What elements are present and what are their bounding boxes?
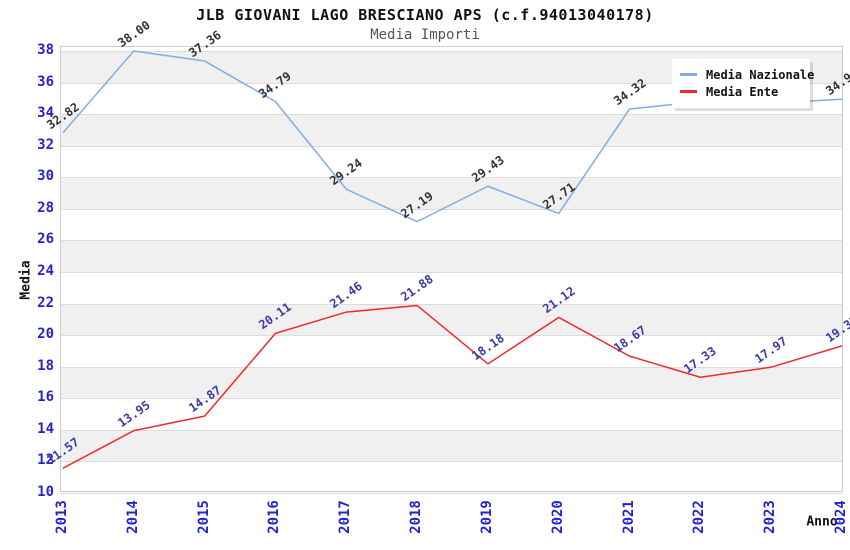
legend-label: Media Ente bbox=[706, 84, 779, 99]
plot-band bbox=[61, 366, 842, 399]
gridline bbox=[61, 493, 842, 494]
x-tick-label: 2022 bbox=[691, 500, 708, 534]
x-tick-label: 2017 bbox=[337, 500, 354, 534]
y-tick-label: 22 bbox=[37, 294, 54, 311]
legend: Media Nazionale Media Ente bbox=[672, 59, 814, 108]
x-axis-title: Anno bbox=[806, 514, 838, 530]
plot-band bbox=[61, 240, 842, 272]
gridline bbox=[61, 429, 842, 431]
y-tick-label: 24 bbox=[37, 262, 54, 279]
x-tick-label: 2020 bbox=[549, 500, 566, 534]
gridline bbox=[61, 398, 842, 400]
gridline bbox=[61, 208, 842, 210]
x-tick-label: 2023 bbox=[762, 500, 779, 534]
y-tick-label: 28 bbox=[37, 199, 54, 216]
y-tick-label: 32 bbox=[37, 136, 54, 153]
y-tick-label: 34 bbox=[37, 105, 54, 122]
y-tick-label: 30 bbox=[37, 168, 54, 185]
gridline bbox=[61, 114, 842, 116]
legend-swatch-media-nazionale bbox=[680, 73, 697, 76]
y-tick-label: 20 bbox=[37, 326, 54, 343]
x-tick-label: 2018 bbox=[408, 500, 425, 534]
gridline bbox=[61, 50, 842, 52]
legend-label: Media Nazionale bbox=[706, 67, 815, 82]
y-tick-label: 38 bbox=[37, 41, 54, 58]
y-tick-label: 10 bbox=[37, 484, 54, 500]
y-tick-label: 26 bbox=[37, 231, 54, 248]
gridline bbox=[61, 82, 842, 84]
x-tick-label: 2015 bbox=[195, 500, 212, 534]
y-tick-label: 16 bbox=[37, 389, 54, 406]
x-tick-label: 2024 bbox=[833, 500, 849, 534]
x-tick-label: 2021 bbox=[620, 500, 637, 534]
gridline bbox=[61, 366, 842, 368]
y-tick-label: 14 bbox=[37, 420, 54, 437]
legend-swatch-media-ente bbox=[680, 90, 697, 93]
y-tick-label: 36 bbox=[37, 73, 54, 90]
plot-band bbox=[61, 429, 842, 462]
x-tick-label: 2016 bbox=[266, 500, 283, 534]
gridline bbox=[61, 145, 842, 147]
gridline bbox=[61, 303, 842, 305]
legend-item: Media Ente bbox=[680, 83, 802, 100]
gridline bbox=[61, 240, 842, 242]
legend-item: Media Nazionale bbox=[680, 66, 814, 83]
plot-band bbox=[61, 177, 842, 209]
y-tick-label: 12 bbox=[37, 452, 54, 469]
plot-band bbox=[61, 114, 842, 146]
y-tick-label: 18 bbox=[37, 357, 54, 374]
x-tick-label: 2013 bbox=[54, 500, 70, 534]
gridline bbox=[61, 271, 842, 273]
gridline bbox=[61, 461, 842, 463]
gridline bbox=[61, 335, 842, 337]
plot-band bbox=[61, 303, 842, 336]
x-tick-label: 2019 bbox=[478, 500, 495, 534]
x-tick-label: 2014 bbox=[124, 500, 141, 534]
chart-title: JLB GIOVANI LAGO BRESCIANO APS (c.f.9401… bbox=[196, 6, 654, 24]
gridline bbox=[61, 177, 842, 179]
chart-subtitle: Media Importi bbox=[370, 27, 480, 43]
plot-area: 32.82 38.00 37.36 34.79 29.24 27.19 29.43 27.71… bbox=[44, 18, 850, 494]
line-media-ente bbox=[62, 304, 843, 469]
